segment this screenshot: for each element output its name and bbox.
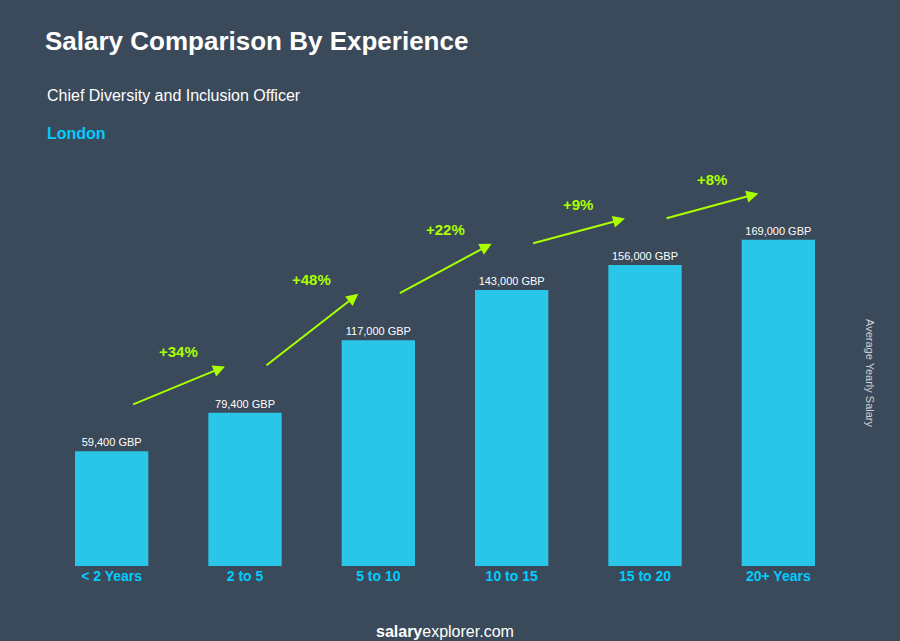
svg-text:salaryexplorer.com: salaryexplorer.com (376, 623, 514, 640)
svg-text:143,000 GBP: 143,000 GBP (479, 275, 545, 287)
svg-text:156,000 GBP: 156,000 GBP (612, 250, 678, 262)
svg-text:10 to 15: 10 to 15 (486, 568, 538, 584)
svg-text:117,000 GBP: 117,000 GBP (346, 325, 411, 337)
svg-text:20+ Years: 20+ Years (746, 568, 811, 584)
svg-text:+8%: +8% (697, 171, 727, 188)
svg-text:Average Yearly Salary: Average Yearly Salary (864, 319, 876, 428)
svg-text:London: London (47, 125, 106, 142)
svg-text:5 to 10: 5 to 10 (356, 568, 401, 584)
svg-text:59,400 GBP: 59,400 GBP (82, 436, 142, 448)
svg-text:2 to 5: 2 to 5 (227, 568, 264, 584)
svg-text:Chief Diversity and Inclusion: Chief Diversity and Inclusion Officer (47, 87, 301, 104)
svg-text:+48%: +48% (292, 271, 331, 288)
svg-text:169,000 GBP: 169,000 GBP (745, 225, 811, 237)
svg-text:15 to 20: 15 to 20 (619, 568, 671, 584)
svg-text:+9%: +9% (563, 196, 593, 213)
svg-text:< 2 Years: < 2 Years (81, 568, 142, 584)
svg-text:79,400 GBP: 79,400 GBP (215, 398, 275, 410)
svg-text:Salary Comparison By Experienc: Salary Comparison By Experience (45, 26, 468, 56)
svg-text:+34%: +34% (159, 343, 198, 360)
svg-text:+22%: +22% (426, 221, 465, 238)
